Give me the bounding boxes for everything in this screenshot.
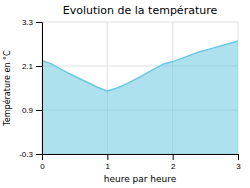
tick: 3.3 bbox=[22, 18, 42, 27]
tick-label: 0 bbox=[40, 162, 45, 171]
tick: 2.1 bbox=[22, 62, 42, 71]
tick-mark bbox=[36, 22, 42, 23]
grid bbox=[42, 22, 238, 154]
axis-line bbox=[36, 23, 43, 155]
grid-line-y bbox=[42, 22, 238, 23]
line bbox=[42, 41, 238, 91]
tick: 1 bbox=[106, 154, 111, 171]
tick-mark bbox=[107, 154, 108, 160]
y-axis: -0.3 0.9 2.1 3.3 bbox=[19, 18, 42, 159]
plot: 0 1 2 3 -0.3 0.9 2.1 3.3 bbox=[19, 18, 241, 171]
tick-label: 3 bbox=[236, 162, 241, 171]
tick-mark bbox=[238, 154, 239, 160]
tick: -0.3 bbox=[19, 150, 42, 159]
tick-mark bbox=[173, 154, 174, 160]
y-axis-title: Température en °C bbox=[2, 50, 12, 127]
tick-mark bbox=[36, 66, 42, 67]
chart: 0 1 2 3 -0.3 0.9 2.1 3.3 Evolution de la tempéra… bbox=[0, 0, 250, 188]
tick-mark bbox=[36, 154, 42, 155]
axis-line bbox=[43, 155, 239, 161]
tick-label: 3.3 bbox=[22, 18, 34, 27]
x-axis-title: heure par heure bbox=[104, 174, 177, 184]
tick-mark bbox=[36, 110, 42, 111]
title: Evolution de la température bbox=[63, 4, 218, 17]
tick-label: 2.1 bbox=[22, 62, 34, 71]
tick: 2 bbox=[171, 154, 176, 171]
marks bbox=[42, 41, 238, 154]
tick-label: 1 bbox=[106, 162, 111, 171]
area bbox=[42, 41, 238, 154]
tick: 0 bbox=[40, 154, 45, 171]
tick: 0.9 bbox=[22, 106, 42, 115]
tick-label: -0.3 bbox=[19, 150, 33, 159]
tick: 3 bbox=[236, 154, 241, 171]
x-axis: 0 1 2 3 bbox=[40, 154, 241, 171]
tick-label: 0.9 bbox=[22, 106, 34, 115]
tick-label: 2 bbox=[171, 162, 176, 171]
